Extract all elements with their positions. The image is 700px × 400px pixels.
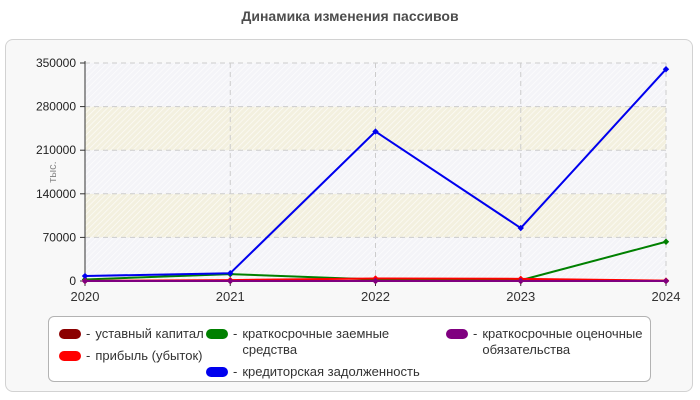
legend-label-pribyl-ubytok: прибыль (убыток): [95, 348, 203, 363]
x-tick-label: 2022: [361, 289, 390, 304]
legend-swatch-kratkosrochnye-zaemnye: [206, 329, 228, 339]
legend-column-3: - краткосрочные оценочные обязательства: [446, 326, 646, 381]
legend-dash: -: [86, 326, 91, 341]
series-marker-4: [81, 277, 89, 285]
legend-swatch-ustavny-kapital: [59, 329, 81, 339]
legend-dash: -: [233, 364, 238, 379]
x-tick-label: 2024: [652, 289, 681, 304]
y-tick-label: 280000: [36, 100, 76, 114]
x-tick-label: 2021: [216, 289, 245, 304]
series-marker-3: [372, 128, 379, 135]
series-marker-3: [227, 270, 234, 277]
x-tick-label: 2020: [71, 289, 100, 304]
legend-item-otsenochnye-obyazatelstva: - краткосрочные оценочные обязательства: [446, 326, 646, 358]
legend-label-kreditorskaya-zadolzhennost: кредиторская задолженность: [242, 364, 420, 379]
series-marker-2: [662, 238, 670, 245]
series-marker-3: [81, 272, 89, 280]
legend-swatch-otsenochnye-obyazatelstva: [446, 329, 468, 339]
legend-box: - уставный капитал - прибыль (убыток) - …: [48, 316, 651, 382]
y-tick-label: 350000: [36, 56, 76, 70]
legend-column-2: - краткосрочные заемные средства - креди…: [206, 326, 446, 381]
legend-swatch-pribyl-ubytok: [59, 351, 81, 361]
legend-label-ustavny-kapital: уставный капитал: [95, 326, 204, 341]
y-tick-label: 70000: [43, 230, 77, 244]
legend-swatch-kreditorskaya-zadolzhennost: [206, 367, 228, 377]
series-marker-4: [372, 277, 379, 285]
y-tick-label: 210000: [36, 143, 76, 157]
series-marker-4: [227, 277, 234, 285]
legend-column-1: - уставный капитал - прибыль (убыток): [59, 326, 206, 381]
legend-dash: -: [233, 326, 238, 341]
legend-item-kreditorskaya-zadolzhennost: - кредиторская задолженность: [206, 364, 446, 380]
series-marker-3: [662, 66, 670, 73]
y-tick-label: 140000: [36, 187, 76, 201]
legend-label-otsenochnye-obyazatelstva: краткосрочные оценочные обязательства: [482, 326, 643, 357]
legend-item-kratkosrochnye-zaemnye: - краткосрочные заемные средства: [206, 326, 446, 358]
y-axis-title: тыс.: [47, 161, 59, 183]
series-marker-4: [662, 277, 670, 285]
series-marker-4: [517, 277, 524, 285]
chart-title: Динамика изменения пассивов: [241, 8, 459, 24]
legend-item-ustavny-kapital: - уставный капитал: [59, 326, 206, 342]
legend-label-kratkosrochnye-zaemnye: краткосрочные заемные средства: [242, 326, 390, 357]
x-tick-label: 2023: [506, 289, 535, 304]
legend-dash: -: [473, 326, 478, 341]
legend-dash: -: [86, 348, 91, 363]
y-tick-label: 0: [69, 274, 76, 288]
series-marker-3: [517, 224, 524, 232]
legend-item-pribyl-ubytok: - прибыль (убыток): [59, 348, 206, 364]
